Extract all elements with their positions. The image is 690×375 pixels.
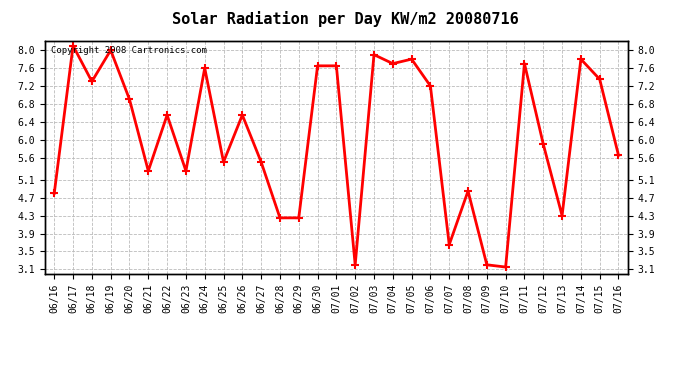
Text: Copyright 2008 Cartronics.com: Copyright 2008 Cartronics.com: [50, 46, 206, 55]
Text: Solar Radiation per Day KW/m2 20080716: Solar Radiation per Day KW/m2 20080716: [172, 11, 518, 27]
